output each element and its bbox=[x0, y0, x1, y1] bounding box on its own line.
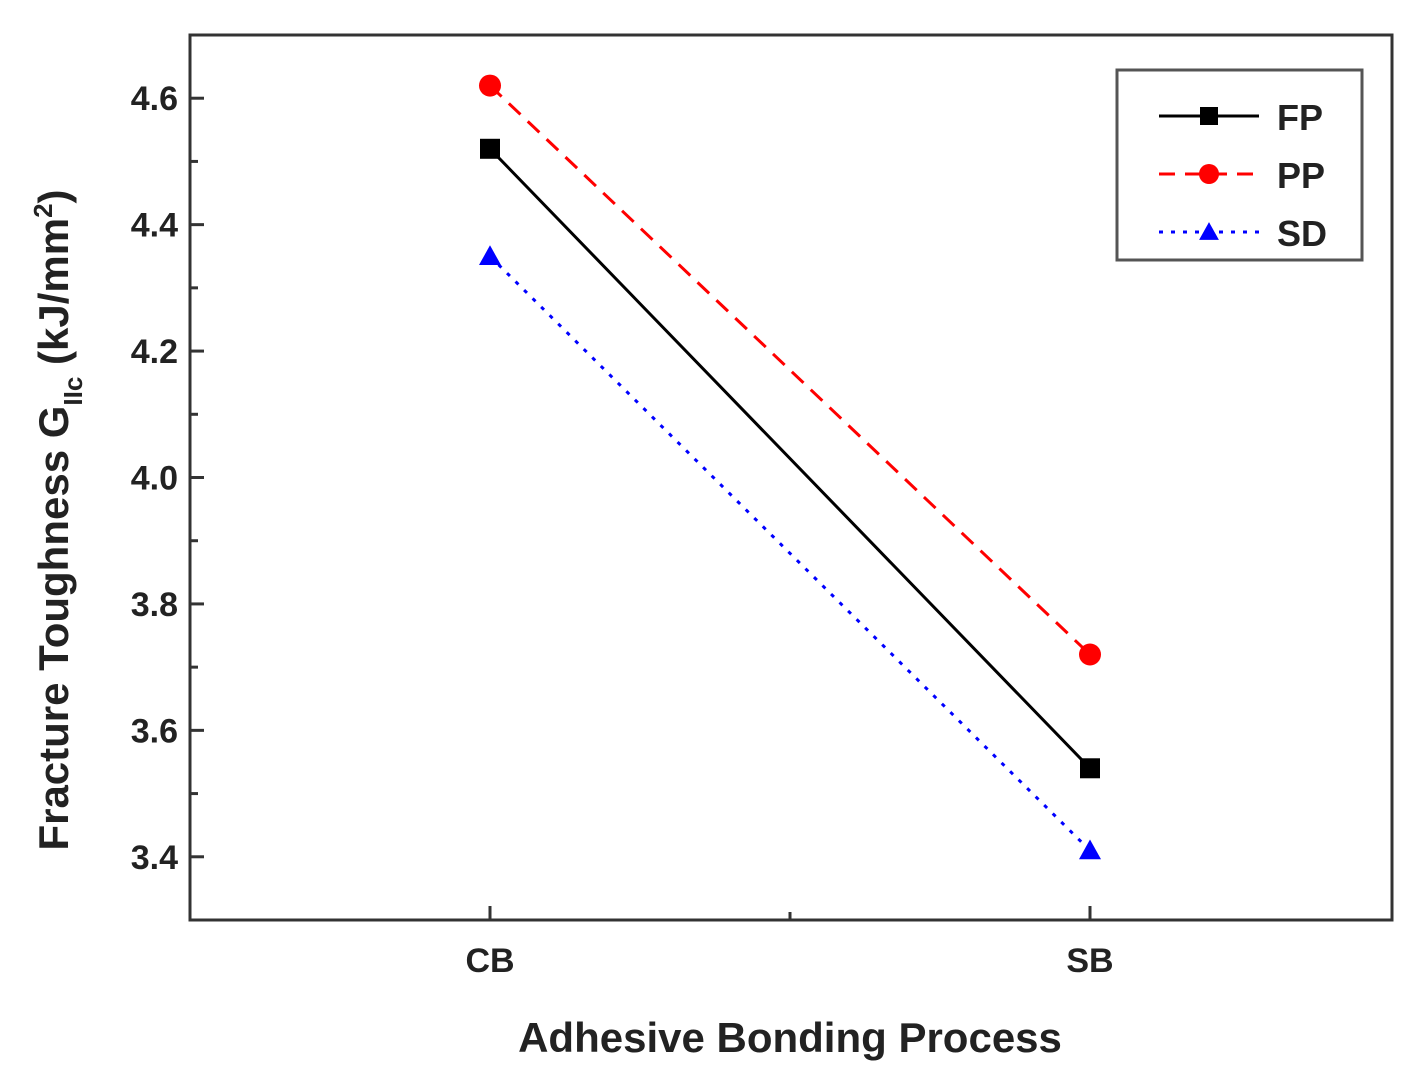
y-tick-label: 3.4 bbox=[131, 839, 178, 877]
y-axis-title-unit: (kJ/mm bbox=[30, 218, 77, 377]
y-tick-label: 4.2 bbox=[131, 333, 178, 371]
y-tick-label: 4.4 bbox=[131, 207, 178, 245]
series-layer bbox=[479, 74, 1101, 860]
legend: FP PP SD bbox=[1115, 68, 1364, 262]
data-point-pp-cb bbox=[479, 74, 501, 97]
y-axis-title: Fracture Toughness GIIc (kJ/mm2) bbox=[28, 189, 88, 850]
series-line-fp bbox=[488, 147, 1092, 770]
legend-marker-pp bbox=[1199, 164, 1219, 184]
data-point-fp-cb bbox=[480, 138, 500, 159]
series-pp bbox=[479, 74, 1101, 666]
data-point-sd-cb bbox=[479, 245, 501, 266]
legend-marker-fp bbox=[1200, 107, 1218, 125]
series-sd bbox=[479, 245, 1101, 860]
y-tick-label: 4.6 bbox=[131, 80, 178, 118]
axes: 3.4 3.6 3.8 4.0 4.2 4.4 4.6 CB SB bbox=[131, 33, 1394, 980]
y-axis-title-subscript: IIc bbox=[58, 377, 88, 406]
x-tick-label: CB bbox=[465, 942, 514, 980]
y-axis-title-main: Fracture Toughness G bbox=[30, 406, 77, 851]
data-point-pp-sb bbox=[1079, 643, 1101, 666]
legend-box bbox=[1115, 68, 1364, 262]
y-tick-label: 3.6 bbox=[131, 712, 178, 750]
series-fp bbox=[480, 138, 1100, 779]
y-axis-title-unit-close: ) bbox=[30, 189, 77, 203]
x-axis-title: Adhesive Bonding Process bbox=[518, 1014, 1062, 1061]
y-axis-title-unit-exp: 2 bbox=[28, 203, 58, 217]
y-tick-label: 4.0 bbox=[131, 460, 178, 498]
series-line-pp bbox=[488, 84, 1092, 656]
y-tick-label: 3.8 bbox=[131, 586, 178, 624]
legend-label-fp: FP bbox=[1277, 97, 1323, 138]
legend-marker-sd bbox=[1199, 222, 1219, 240]
series-line-sd bbox=[488, 255, 1092, 852]
legend-label-sd: SD bbox=[1277, 213, 1327, 254]
data-point-fp-sb bbox=[1080, 758, 1100, 779]
legend-label-pp: PP bbox=[1277, 155, 1325, 196]
x-tick-label: SB bbox=[1066, 942, 1113, 980]
data-point-sd-sb bbox=[1079, 839, 1101, 860]
